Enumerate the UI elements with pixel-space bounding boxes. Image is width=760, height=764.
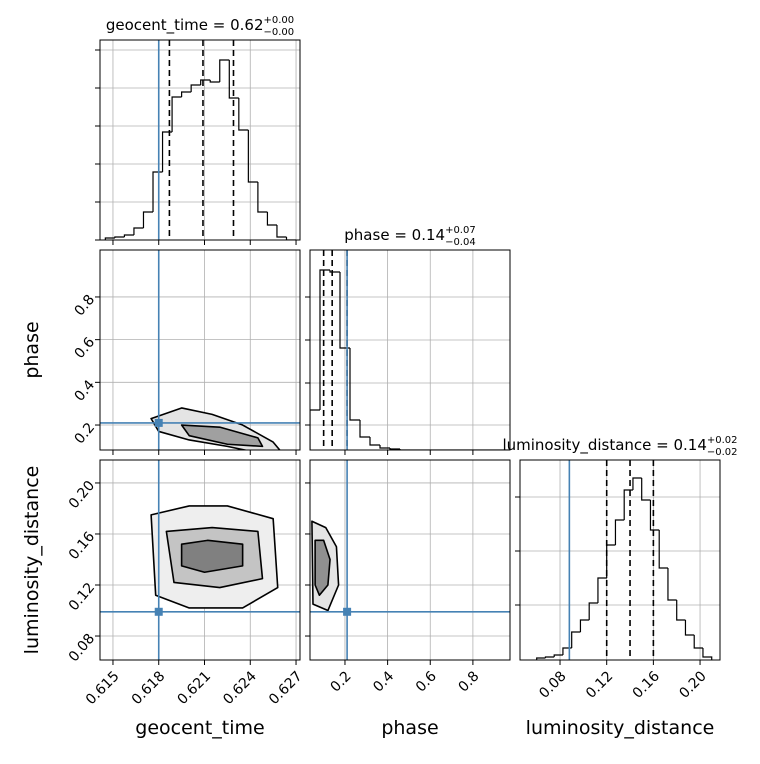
- truth-marker: [154, 607, 163, 616]
- contour: [180, 424, 264, 448]
- x-axis-label: luminosity_distance: [526, 717, 715, 739]
- histogram-bin: [684, 620, 695, 636]
- panel-title: luminosity_distance = 0.14+0.02 −0.02: [502, 435, 737, 458]
- truth-marker: [343, 607, 352, 616]
- panel-frame: [99, 249, 301, 451]
- histogram-bin: [219, 59, 230, 82]
- title-lower: −0.00: [264, 27, 295, 38]
- histogram-bin: [614, 519, 625, 545]
- histogram-bin: [369, 437, 380, 446]
- plot-area: [100, 460, 300, 660]
- histogram-bin: [257, 182, 268, 213]
- panel-frame: [99, 459, 301, 661]
- histogram-bin: [641, 478, 651, 501]
- panel: phase = 0.14+0.07 −0.04: [305, 225, 511, 455]
- histogram-bin: [649, 500, 660, 531]
- histogram-bin: [553, 654, 563, 657]
- truth-marker: [154, 418, 163, 427]
- histogram-bin: [319, 269, 330, 410]
- panel-frame: [99, 39, 301, 241]
- plot-area: [520, 460, 720, 660]
- histogram-bin: [266, 212, 277, 226]
- title-main: geocent_time = 0.62: [106, 16, 264, 35]
- panel: geocent_time = 0.62+0.00 −0.00: [95, 15, 301, 245]
- histogram-bin: [544, 656, 555, 658]
- plot-area: [310, 250, 510, 450]
- histogram-bin: [597, 577, 607, 603]
- histogram-bin: [349, 348, 360, 421]
- contour: [314, 539, 331, 597]
- panel-title: geocent_time = 0.62+0.00 −0.00: [106, 15, 294, 38]
- histogram-bin: [667, 568, 677, 601]
- plot-area: [100, 250, 300, 450]
- histogram-bin: [238, 98, 249, 131]
- title-upper: +0.07: [445, 225, 476, 236]
- histogram-bin: [693, 635, 703, 649]
- title-upper: +0.00: [264, 15, 295, 26]
- histogram-bin: [171, 96, 182, 132]
- histogram-bin: [571, 631, 581, 648]
- panel-title: phase = 0.14+0.07 −0.04: [344, 225, 475, 248]
- histogram-bin: [181, 91, 192, 97]
- title-main: phase = 0.14: [344, 226, 445, 244]
- histogram-bin: [379, 445, 390, 449]
- histogram-bin: [702, 648, 713, 660]
- x-axis-label: phase: [381, 717, 438, 739]
- histogram-bin: [285, 237, 297, 240]
- histogram-bin: [588, 602, 598, 620]
- x-axis-label: geocent_time: [135, 717, 264, 739]
- histogram-bin: [389, 448, 400, 450]
- histogram-bin: [310, 409, 320, 450]
- panel-frame: [309, 249, 511, 451]
- histogram-bin: [209, 80, 220, 83]
- title-main: luminosity_distance = 0.14: [502, 436, 706, 455]
- histogram-bin: [579, 619, 590, 632]
- histogram-bin: [329, 270, 340, 273]
- plot-area: [100, 40, 300, 240]
- panel-frame: [519, 459, 721, 661]
- histogram-bin: [632, 477, 642, 490]
- histogram-bin: [247, 130, 258, 183]
- histogram-bin: [359, 420, 370, 438]
- histogram-bin: [123, 234, 134, 237]
- histogram-bin: [200, 79, 211, 85]
- histogram-bin: [399, 449, 410, 450]
- histogram-bin: [276, 225, 287, 238]
- histogram-bin: [142, 211, 154, 228]
- y-axis-label: luminosity_distance: [21, 466, 43, 655]
- title-upper: +0.02: [707, 435, 738, 446]
- y-axis-label: phase: [21, 321, 43, 378]
- histogram-bin: [536, 657, 546, 660]
- histogram-bin: [190, 84, 201, 92]
- plot-area: [310, 460, 510, 660]
- histogram-bin: [228, 60, 239, 99]
- histogram-bin: [133, 227, 144, 235]
- title-lower: −0.04: [445, 237, 476, 248]
- histogram-bin: [658, 530, 668, 569]
- histogram-bin: [676, 600, 686, 621]
- contour: [180, 539, 244, 574]
- panel-frame: [309, 459, 511, 661]
- histogram-bin: [104, 237, 115, 240]
- histogram-bin: [114, 236, 125, 238]
- title-lower: −0.02: [707, 447, 738, 458]
